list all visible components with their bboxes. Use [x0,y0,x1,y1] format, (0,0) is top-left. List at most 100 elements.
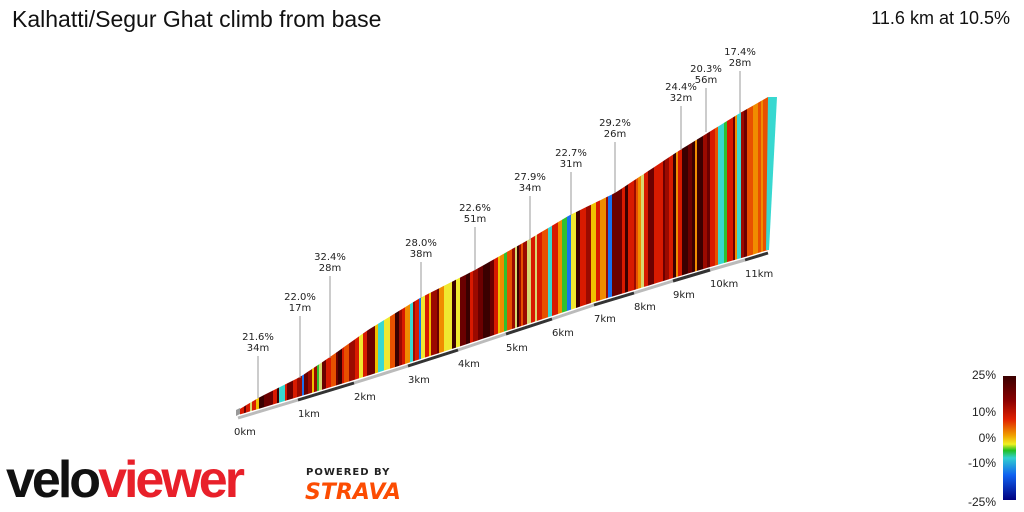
gradient-segment [669,154,673,280]
axis-segment [593,291,635,307]
gradient-segment [421,295,425,359]
gradient-segment [537,231,542,321]
gradient-segment [517,245,519,328]
gradient-segment [478,265,483,341]
gradient-segment [727,117,733,263]
x-tick-label: 11km [745,269,773,280]
gradient-segment [331,352,336,387]
gradient-segment [378,320,384,373]
gradient-segment [735,114,737,260]
gradient-segment [449,281,452,350]
gradient-segment [326,356,331,389]
legend-label: 25% [971,368,996,382]
gradient-segment [402,307,405,365]
gradient-segment [688,142,692,274]
gradient-segment [710,128,715,267]
axis-segment [297,381,355,402]
x-tick-label: 0km [234,427,256,438]
gradient-segment [617,188,622,296]
gradient-segment [452,280,454,349]
annotation-gradient: 32.4% [314,252,346,263]
gradient-segment [758,101,761,254]
legend-label: -10% [967,456,996,470]
gradient-segment [287,380,293,401]
gradient-segment [293,378,297,399]
gradient-segment [405,304,410,364]
x-tick-label: 6km [552,328,574,339]
profile-start-face [236,408,240,416]
gradient-segment [304,371,308,396]
gradient-segment [552,222,558,316]
gradient-segment [363,330,367,378]
gradient-segment [302,374,304,396]
gradient-segment [444,283,449,352]
gradient-segment [715,126,718,266]
gradient-segment [548,225,552,318]
gradient-segment [419,297,421,360]
gradient-segment [252,399,256,411]
page-title: Kalhatti/Segur Ghat climb from base [12,6,382,32]
gradient-segment [475,268,478,342]
gradient-segment [648,167,654,286]
gradient-segment [644,171,648,287]
x-tick-label: 2km [354,392,376,403]
axis-segment [505,317,553,336]
gradient-segment [370,325,375,375]
gradient-segment [490,259,494,337]
logo-part: viewer [98,451,245,509]
x-tick-label: 9km [673,290,695,301]
gradient-segment [562,216,567,313]
gradient-segment [375,323,378,374]
gradient-segment [558,219,562,314]
gradient-segment [663,159,665,282]
veloviewer-logo[interactable]: veloviewer [6,450,245,510]
gradient-segment [460,274,466,347]
annotation-length: 26m [604,129,626,140]
annotation-length: 34m [519,183,541,194]
gradient-segment [507,249,512,331]
gradient-segment [519,243,521,327]
gradient-legend-bar [1003,376,1016,500]
gradient-segment [504,251,507,332]
x-tick-label: 1km [298,409,320,420]
gradient-segment [410,302,413,363]
gradient-segment [676,151,678,278]
gradient-segment [596,200,600,302]
gradient-segment [395,310,399,368]
gradient-segment [342,347,344,384]
gradient-segment [359,333,363,379]
x-tick-label: 10km [710,279,738,290]
gradient-segment [542,228,548,320]
gradient-segment [470,271,473,343]
annotation-length: 34m [247,343,269,354]
gradient-segment [521,242,523,327]
gradient-segment [256,397,259,410]
gradient-segment [600,197,606,301]
strava-logo[interactable]: STRAVA [305,480,401,505]
gradient-segment [692,140,695,273]
gradient-segment [338,348,342,385]
axis-segment [744,251,769,262]
annotation-length: 32m [670,93,692,104]
gradient-segment [454,279,456,349]
gradient-segment [246,402,250,413]
gradient-segment [240,406,244,415]
gradient-segment [485,261,490,338]
gradient-segment [761,99,763,253]
gradient-segment [439,285,444,354]
profile-end-face [766,97,777,250]
annotation-gradient: 27.9% [514,172,546,183]
gradient-segment [527,238,531,325]
annotation-gradient: 24.4% [665,82,697,93]
gradient-segment [336,351,338,386]
gradient-segment [665,157,669,281]
gradient-segment [512,247,515,330]
gradient-segment [285,383,287,401]
gradient-segment [591,202,596,303]
x-tick-label: 8km [634,302,656,313]
gradient-segment [312,367,314,393]
gradient-segment [268,390,273,406]
gradient-segment [678,148,682,277]
annotation-gradient: 22.6% [459,203,491,214]
annotation-gradient: 17.4% [724,47,756,58]
